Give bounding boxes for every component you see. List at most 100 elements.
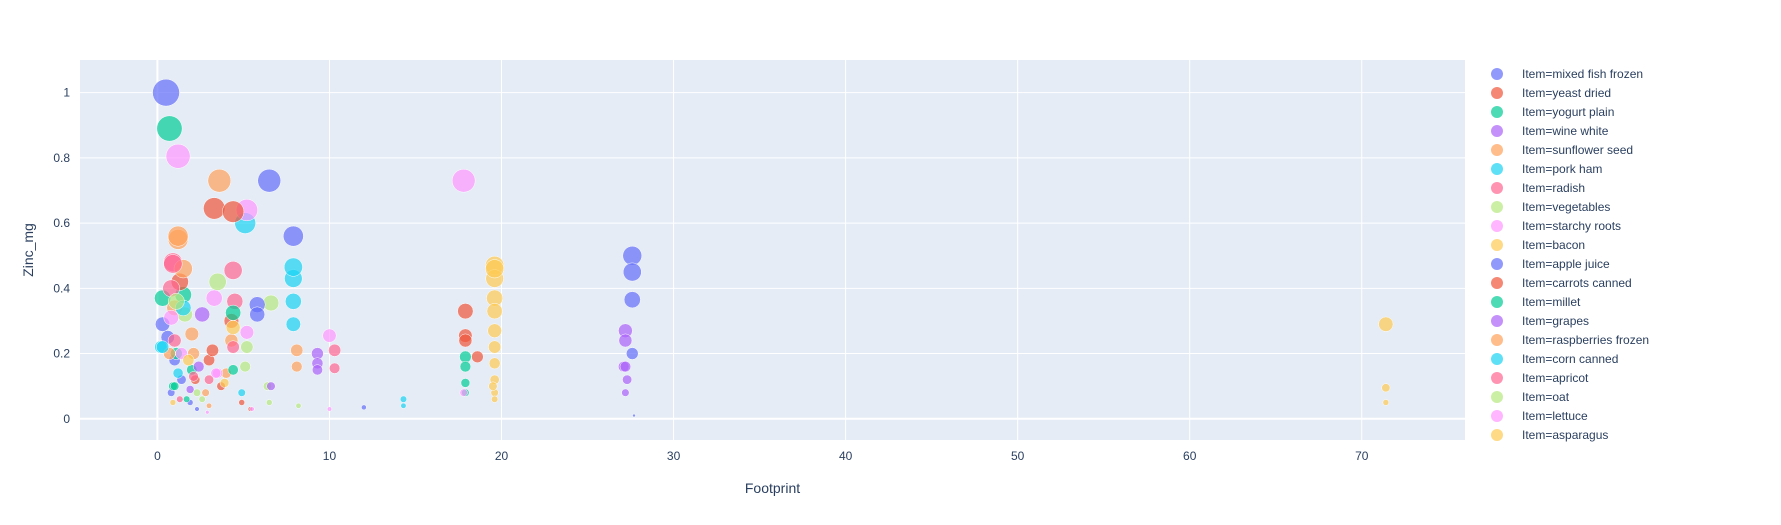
data-point[interactable] — [1381, 383, 1391, 393]
data-point[interactable] — [485, 259, 505, 279]
data-point[interactable] — [198, 395, 206, 403]
data-point[interactable] — [194, 306, 211, 323]
data-point[interactable] — [192, 388, 202, 397]
data-point[interactable] — [457, 303, 474, 320]
data-point[interactable] — [471, 350, 484, 363]
data-point[interactable] — [165, 143, 191, 169]
data-point[interactable] — [152, 78, 180, 107]
legend-item[interactable]: Item=starchy roots — [1491, 219, 1621, 233]
data-point[interactable] — [284, 293, 302, 310]
legend-item[interactable]: Item=sunflower seed — [1491, 143, 1633, 157]
data-point[interactable] — [204, 374, 214, 385]
data-point[interactable] — [1382, 399, 1390, 406]
data-point[interactable] — [451, 168, 476, 193]
data-point[interactable] — [459, 388, 468, 397]
data-point[interactable] — [249, 406, 255, 412]
data-point[interactable] — [238, 399, 245, 406]
data-point[interactable] — [618, 333, 633, 348]
data-point[interactable] — [182, 354, 195, 367]
data-point[interactable] — [632, 413, 636, 418]
data-point[interactable] — [170, 381, 180, 391]
data-point[interactable] — [329, 362, 341, 374]
data-point[interactable] — [487, 323, 502, 338]
data-point[interactable] — [205, 289, 223, 307]
data-point[interactable] — [176, 395, 184, 403]
data-point[interactable] — [622, 374, 633, 385]
data-point[interactable] — [622, 262, 642, 282]
data-point[interactable] — [194, 406, 200, 412]
data-point[interactable] — [488, 381, 498, 391]
data-point[interactable] — [262, 294, 280, 312]
legend-item[interactable]: Item=mixed fish frozen — [1491, 67, 1643, 81]
data-point[interactable] — [291, 360, 303, 373]
data-point[interactable] — [210, 367, 222, 379]
data-point[interactable] — [226, 340, 240, 354]
data-point[interactable] — [239, 360, 251, 373]
legend-item[interactable]: Item=apple juice — [1491, 257, 1610, 271]
legend-item[interactable]: Item=millet — [1491, 295, 1581, 309]
data-point[interactable] — [184, 326, 199, 342]
data-point[interactable] — [488, 357, 501, 370]
data-point[interactable] — [622, 245, 643, 266]
data-point[interactable] — [326, 406, 333, 412]
legend-item[interactable]: Item=radish — [1491, 181, 1585, 195]
data-point[interactable] — [1378, 316, 1394, 332]
legend-item[interactable]: Item=pork ham — [1491, 162, 1602, 176]
data-point[interactable] — [311, 364, 323, 376]
data-point[interactable] — [167, 333, 182, 348]
legend-item[interactable]: Item=wine white — [1491, 124, 1609, 138]
legend-item[interactable]: Item=asparagus — [1491, 428, 1608, 442]
data-point[interactable] — [458, 333, 473, 348]
data-points[interactable] — [152, 78, 1394, 418]
data-point[interactable] — [623, 291, 641, 309]
data-point[interactable] — [185, 385, 195, 394]
data-point[interactable] — [459, 350, 472, 363]
legend-item[interactable]: Item=bacon — [1491, 238, 1585, 252]
data-point[interactable] — [491, 395, 499, 403]
data-point[interactable] — [399, 395, 408, 403]
data-point[interactable] — [240, 340, 254, 354]
data-point[interactable] — [201, 388, 210, 397]
data-point[interactable] — [400, 402, 407, 409]
legend-item[interactable]: Item=grapes — [1491, 314, 1589, 328]
data-point[interactable] — [619, 360, 632, 373]
data-point[interactable] — [626, 347, 639, 360]
data-point[interactable] — [208, 272, 227, 291]
data-point[interactable] — [219, 378, 230, 388]
data-point[interactable] — [239, 325, 255, 340]
data-point[interactable] — [460, 378, 471, 388]
data-point[interactable] — [361, 404, 367, 411]
data-point[interactable] — [295, 402, 302, 409]
data-point[interactable] — [206, 402, 212, 409]
data-point[interactable] — [227, 364, 239, 376]
data-point[interactable] — [156, 340, 170, 354]
data-point[interactable] — [225, 320, 241, 335]
data-point[interactable] — [328, 343, 342, 357]
data-point[interactable] — [486, 303, 503, 320]
legend-item[interactable]: Item=oat — [1491, 390, 1570, 404]
data-point[interactable] — [223, 261, 243, 280]
data-point[interactable] — [207, 168, 232, 193]
data-point[interactable] — [206, 343, 219, 357]
data-point[interactable] — [283, 257, 303, 277]
data-point[interactable] — [285, 316, 301, 332]
data-point[interactable] — [183, 395, 191, 403]
legend[interactable]: Item=mixed fish frozen Item=yeast dried It… — [1491, 67, 1649, 442]
data-point[interactable] — [163, 309, 179, 326]
data-point[interactable] — [156, 115, 183, 142]
legend-item[interactable]: Item=vegetables — [1491, 200, 1610, 214]
data-point[interactable] — [459, 360, 472, 373]
data-point[interactable] — [169, 399, 177, 406]
data-point[interactable] — [237, 388, 246, 397]
data-point[interactable] — [621, 388, 630, 397]
legend-item[interactable]: Item=yeast dried — [1491, 86, 1611, 100]
data-point[interactable] — [163, 254, 183, 274]
data-point[interactable] — [266, 381, 276, 391]
data-point[interactable] — [290, 343, 304, 357]
data-point[interactable] — [205, 410, 210, 415]
data-point[interactable] — [488, 340, 502, 354]
data-point[interactable] — [167, 293, 185, 310]
data-point[interactable] — [266, 399, 273, 406]
data-point[interactable] — [222, 200, 245, 223]
data-point[interactable] — [172, 367, 184, 379]
